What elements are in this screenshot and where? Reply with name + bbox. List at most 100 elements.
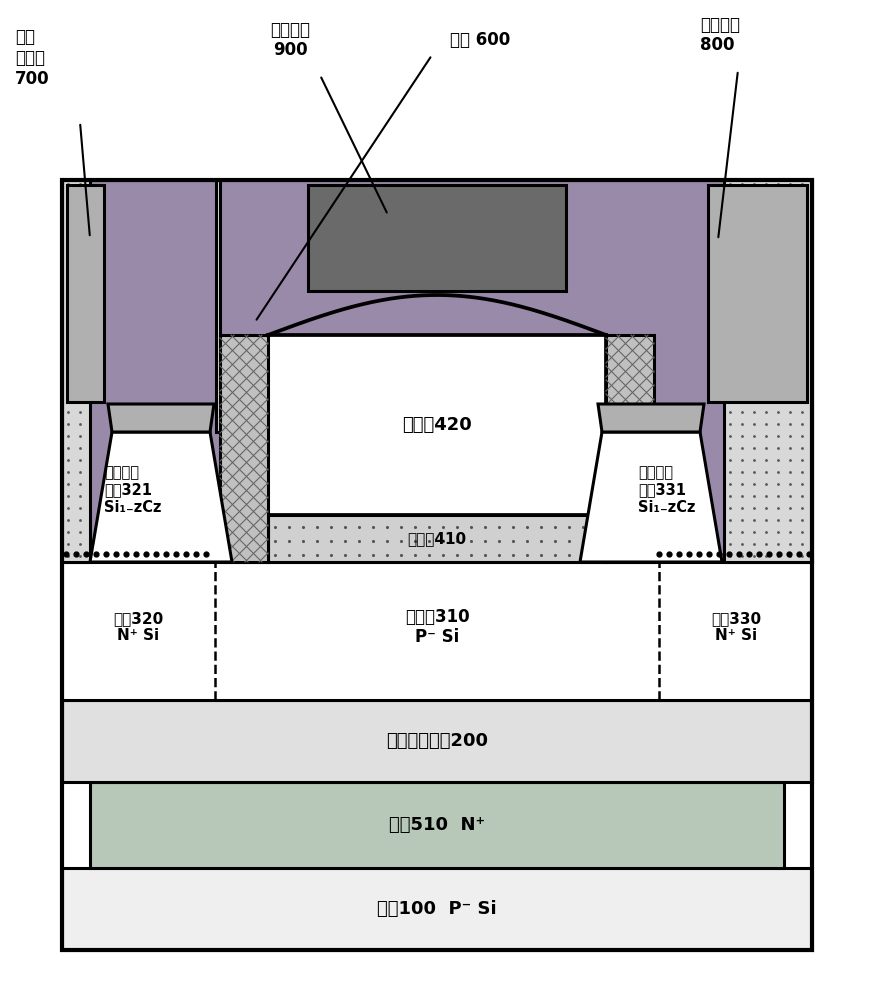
Point [759, 188, 773, 204]
Point [735, 212, 749, 228]
Point [394, 547, 408, 563]
Point [771, 452, 785, 468]
Point [795, 512, 809, 528]
Point [61, 212, 75, 228]
Text: 金属引出
900: 金属引出 900 [270, 21, 310, 59]
Point [747, 548, 761, 564]
Point [759, 248, 773, 264]
Point [723, 452, 737, 468]
Point [723, 344, 737, 360]
Point [795, 200, 809, 216]
Text: 村底100  P⁻ Si: 村底100 P⁻ Si [378, 900, 496, 918]
Point [73, 368, 87, 384]
Point [771, 488, 785, 504]
Point [771, 224, 785, 240]
Point [747, 344, 761, 360]
Point [783, 236, 797, 252]
Point [795, 500, 809, 516]
Point [723, 212, 737, 228]
Point [783, 440, 797, 456]
Point [73, 476, 87, 492]
Point [590, 547, 604, 563]
Text: 源区320
N⁺ Si: 源区320 N⁺ Si [113, 611, 163, 643]
Point [73, 428, 87, 444]
Point [324, 533, 338, 549]
Point [759, 356, 773, 372]
Point [723, 176, 737, 192]
Point [723, 356, 737, 372]
Point [61, 512, 75, 528]
Point [735, 512, 749, 528]
Point [408, 533, 422, 549]
Point [735, 200, 749, 216]
Point [747, 272, 761, 288]
Bar [724, 180, 812, 562]
Point [61, 524, 75, 540]
Point [783, 320, 797, 336]
Point [562, 519, 576, 535]
Point [492, 547, 506, 563]
Point [783, 224, 797, 240]
Point [759, 236, 773, 252]
Point [73, 176, 87, 192]
Point [759, 452, 773, 468]
Point [723, 296, 737, 312]
Point [771, 200, 785, 216]
Point [310, 533, 324, 549]
Point [759, 212, 773, 228]
Point [795, 296, 809, 312]
Point [422, 519, 436, 535]
Point [478, 547, 492, 563]
Point [366, 533, 380, 549]
Point [783, 464, 797, 480]
Point [783, 428, 797, 444]
Point [73, 272, 87, 288]
Point [771, 392, 785, 408]
Point [795, 320, 809, 336]
Point [723, 260, 737, 276]
Point [747, 308, 761, 324]
Point [783, 392, 797, 408]
Point [759, 200, 773, 216]
Point [759, 344, 773, 360]
Point [759, 368, 773, 384]
Text: 沟道层310
P⁻ Si: 沟道层310 P⁻ Si [405, 608, 469, 646]
Point [771, 320, 785, 336]
Point [771, 476, 785, 492]
Point [282, 547, 296, 563]
Point [771, 524, 785, 540]
Point [338, 547, 352, 563]
Text: 源区抬高
结构321
Si₁₋zCz: 源区抬高 结构321 Si₁₋zCz [104, 465, 162, 515]
Point [562, 533, 576, 549]
Point [795, 356, 809, 372]
Point [759, 500, 773, 516]
Point [576, 547, 590, 563]
Point [61, 548, 75, 564]
Point [747, 524, 761, 540]
Point [783, 500, 797, 516]
Point [747, 332, 761, 348]
Point [795, 248, 809, 264]
Point [73, 344, 87, 360]
Point [73, 296, 87, 312]
Point [783, 488, 797, 504]
Point [723, 488, 737, 504]
Point [723, 536, 737, 552]
Point [61, 344, 75, 360]
Point [394, 519, 408, 535]
Point [723, 524, 737, 540]
Polygon shape [90, 432, 232, 562]
Point [795, 188, 809, 204]
Point [324, 547, 338, 563]
Point [576, 533, 590, 549]
Point [783, 548, 797, 564]
Point [735, 344, 749, 360]
Point [310, 519, 324, 535]
Point [723, 200, 737, 216]
Point [73, 284, 87, 300]
Point [723, 512, 737, 528]
Point [73, 320, 87, 336]
Point [735, 452, 749, 468]
Point [771, 548, 785, 564]
Point [747, 212, 761, 228]
